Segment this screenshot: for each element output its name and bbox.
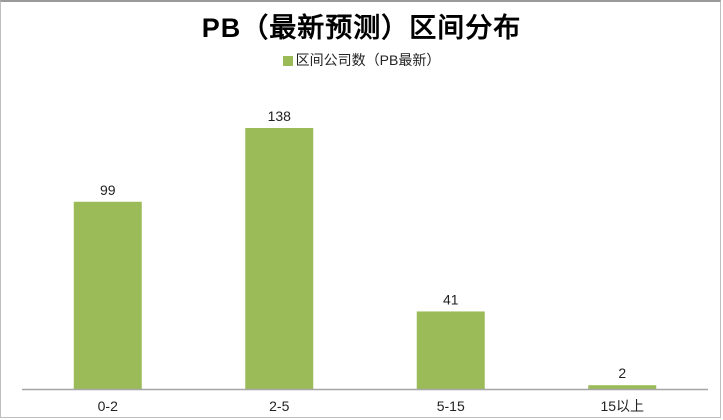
x-tick-label: 2-5 — [269, 398, 289, 414]
bar — [588, 385, 657, 389]
bar — [73, 201, 142, 389]
chart-title: PB（最新预测）区间分布 — [201, 13, 522, 43]
x-tick-label: 5-15 — [437, 398, 465, 414]
data-label: 41 — [443, 291, 459, 307]
legend: 区间公司数（PB最新） — [0, 50, 723, 70]
bar — [416, 311, 485, 389]
x-tick-label: 0-2 — [98, 398, 118, 414]
x-tick-label: 15以上 — [600, 398, 644, 414]
data-label: 99 — [100, 182, 116, 198]
legend-swatch — [282, 56, 293, 66]
data-label: 2 — [618, 365, 626, 381]
legend-label: 区间公司数（PB最新） — [295, 52, 441, 68]
data-label: 138 — [268, 108, 292, 124]
bar — [245, 128, 314, 389]
